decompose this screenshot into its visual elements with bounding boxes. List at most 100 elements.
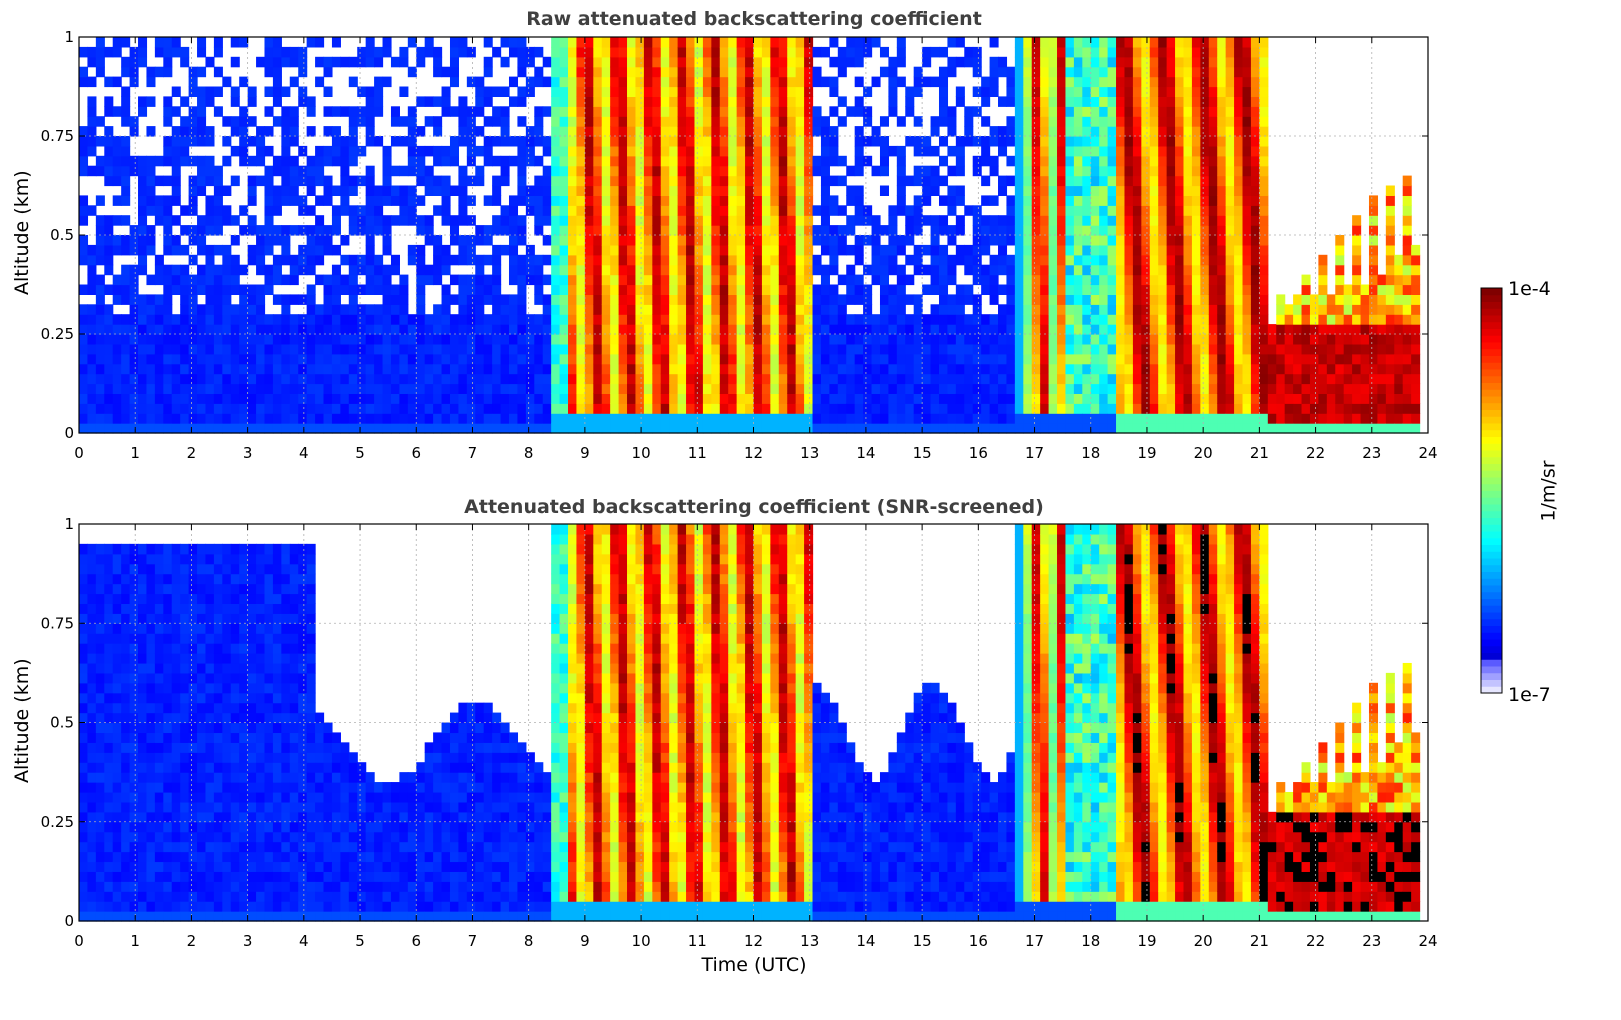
heatmap-cell bbox=[230, 403, 240, 414]
heatmap-cell bbox=[1116, 423, 1126, 434]
heatmap-cell bbox=[955, 195, 965, 206]
heatmap-cell bbox=[669, 423, 679, 434]
heatmap-cell bbox=[669, 353, 679, 365]
heatmap-cell bbox=[964, 373, 974, 385]
heatmap-cell bbox=[197, 423, 207, 434]
heatmap-cell bbox=[1006, 383, 1016, 394]
heatmap-cell bbox=[1200, 264, 1210, 276]
heatmap-cell bbox=[1335, 423, 1345, 434]
heatmap-cell bbox=[770, 116, 780, 127]
heatmap-cell bbox=[348, 334, 358, 345]
heatmap-cell bbox=[525, 155, 535, 167]
heatmap-cell bbox=[1183, 225, 1193, 236]
heatmap-cell bbox=[846, 343, 856, 355]
heatmap-cell bbox=[213, 215, 223, 226]
heatmap-cell bbox=[1318, 334, 1328, 345]
heatmap-cell bbox=[686, 106, 696, 117]
heatmap-cell bbox=[1225, 175, 1235, 187]
heatmap-cell bbox=[989, 155, 999, 167]
heatmap-cell bbox=[213, 383, 223, 394]
heatmap-cell bbox=[180, 56, 190, 68]
heatmap-cell bbox=[888, 284, 898, 295]
heatmap-cell bbox=[104, 96, 114, 107]
heatmap-cell bbox=[1335, 284, 1345, 295]
heatmap-cell bbox=[1301, 324, 1311, 335]
heatmap-cell bbox=[1065, 343, 1075, 355]
heatmap-cell bbox=[761, 324, 771, 335]
heatmap-cell bbox=[154, 373, 164, 385]
heatmap-cell bbox=[1023, 363, 1033, 375]
heatmap-cell bbox=[618, 76, 628, 88]
heatmap-cell bbox=[1208, 353, 1218, 365]
heatmap-cell bbox=[500, 353, 510, 365]
heatmap-cell bbox=[1276, 353, 1286, 365]
heatmap-cell bbox=[289, 56, 299, 68]
heatmap-cell bbox=[795, 244, 805, 256]
heatmap-cell bbox=[180, 413, 190, 424]
heatmap-cell bbox=[677, 274, 687, 286]
heatmap-cell bbox=[1259, 195, 1269, 206]
heatmap-cell bbox=[964, 244, 974, 256]
heatmap-cell bbox=[1107, 145, 1117, 157]
heatmap-cell bbox=[1124, 56, 1134, 68]
heatmap-cell bbox=[601, 76, 611, 88]
heatmap-cell bbox=[601, 314, 611, 325]
heatmap-cell bbox=[905, 373, 915, 385]
heatmap-cell bbox=[1132, 373, 1142, 385]
heatmap-cell bbox=[745, 185, 755, 196]
heatmap-cell bbox=[601, 165, 611, 177]
heatmap-cell bbox=[829, 393, 839, 404]
heatmap-cell bbox=[728, 165, 738, 177]
heatmap-cell bbox=[787, 264, 797, 276]
heatmap-cell bbox=[542, 393, 552, 404]
heatmap-cell bbox=[972, 106, 982, 117]
heatmap-cell bbox=[761, 66, 771, 78]
heatmap-cell bbox=[340, 334, 350, 345]
heatmap-cell bbox=[315, 423, 325, 434]
heatmap-cell bbox=[1040, 423, 1050, 434]
heatmap-cell bbox=[1360, 383, 1370, 394]
heatmap-cell bbox=[719, 56, 729, 68]
heatmap-cell bbox=[601, 383, 611, 394]
heatmap-cell bbox=[390, 363, 400, 375]
heatmap-cell bbox=[998, 413, 1008, 424]
heatmap-cell bbox=[905, 274, 915, 286]
heatmap-cell bbox=[584, 185, 594, 196]
heatmap-cell bbox=[1158, 343, 1168, 355]
heatmap-cell bbox=[930, 373, 940, 385]
heatmap-cell bbox=[1073, 145, 1083, 157]
heatmap-cell bbox=[863, 324, 873, 335]
heatmap-cell bbox=[879, 363, 889, 375]
heatmap-cell bbox=[1141, 235, 1151, 246]
heatmap-cell bbox=[660, 294, 670, 305]
heatmap-cell bbox=[627, 314, 637, 325]
heatmap-cell bbox=[390, 195, 400, 206]
top-panel-title: Raw attenuated backscattering coefficien… bbox=[526, 8, 982, 30]
heatmap-cell bbox=[205, 274, 215, 286]
heatmap-cell bbox=[272, 343, 282, 355]
heatmap-cell bbox=[121, 235, 131, 246]
heatmap-cell bbox=[1225, 195, 1235, 206]
heatmap-cell bbox=[1006, 235, 1016, 246]
heatmap-cell bbox=[1090, 403, 1100, 414]
heatmap-cell bbox=[534, 274, 544, 286]
heatmap-cell bbox=[770, 205, 780, 216]
heatmap-cell bbox=[129, 66, 139, 78]
heatmap-cell bbox=[635, 185, 645, 196]
heatmap-cell bbox=[1124, 136, 1134, 147]
heatmap-cell bbox=[702, 244, 712, 256]
heatmap-cell bbox=[79, 393, 89, 404]
heatmap-cell bbox=[879, 343, 889, 355]
heatmap-cell bbox=[576, 324, 586, 335]
heatmap-cell bbox=[365, 56, 375, 68]
heatmap-cell bbox=[121, 383, 131, 394]
heatmap-cell bbox=[677, 86, 687, 97]
heatmap-cell bbox=[955, 373, 965, 385]
heatmap-cell bbox=[745, 175, 755, 187]
heatmap-cell bbox=[643, 334, 653, 345]
heatmap-cell bbox=[1208, 393, 1218, 404]
heatmap-cell bbox=[1360, 403, 1370, 414]
heatmap-cell bbox=[635, 423, 645, 434]
heatmap-cell bbox=[281, 353, 291, 365]
heatmap-cell bbox=[1175, 264, 1185, 276]
